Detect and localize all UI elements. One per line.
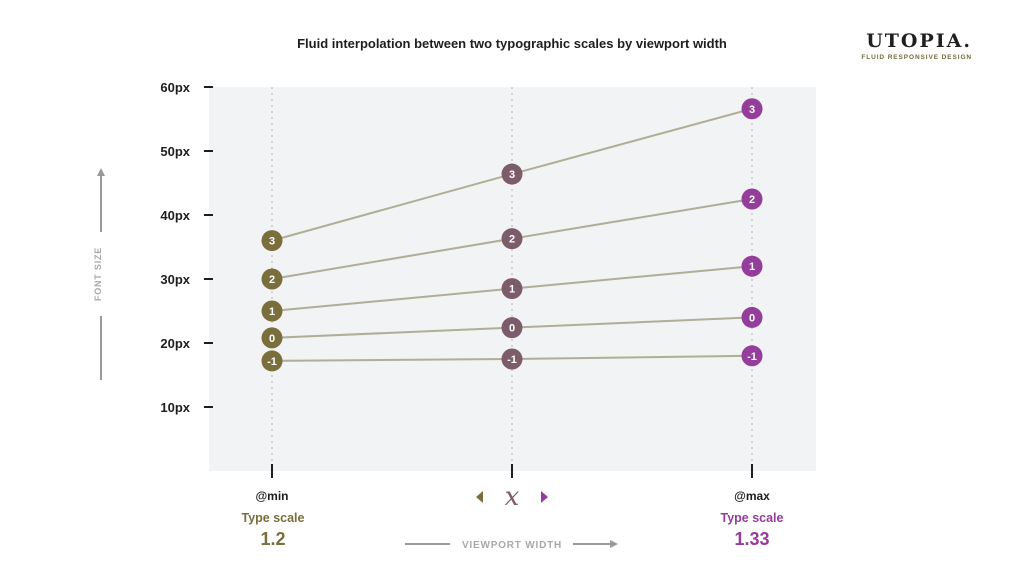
series-point-1: 1 <box>261 300 283 322</box>
series-point--1: -1 <box>501 348 523 370</box>
point-label: 3 <box>509 169 515 181</box>
min-label: @min <box>255 489 288 503</box>
y-axis-label: FONT SIZE <box>93 247 103 301</box>
max-ratio: 1.33 <box>734 529 769 549</box>
min-type-scale-label: Type scale <box>241 511 304 525</box>
series-point-3: 3 <box>501 163 523 185</box>
point-label: -1 <box>507 354 517 366</box>
point-label: 0 <box>509 323 515 335</box>
series-point-2: 2 <box>501 228 523 250</box>
series-point-0: 0 <box>741 306 763 328</box>
point-label: 0 <box>269 333 275 345</box>
y-tick-label: 40px <box>160 208 190 223</box>
x-axis-arrow <box>405 540 618 548</box>
x-axis-label: VIEWPORT WIDTH <box>462 540 562 551</box>
interp-symbol: x <box>505 482 520 512</box>
y-tick-label: 30px <box>160 272 190 287</box>
point-label: -1 <box>747 351 757 363</box>
utopia-logo: UTOPIA. FLUID RESPONSIVE DESIGN <box>861 30 972 61</box>
logo-word: UTOPIA. <box>866 30 972 52</box>
series-point-3: 3 <box>741 98 763 120</box>
point-label: 0 <box>749 312 755 324</box>
series-point--1: -1 <box>261 350 283 372</box>
point-label: 1 <box>269 306 275 318</box>
point-label: 1 <box>749 261 755 273</box>
y-tick-label: 60px <box>160 80 190 95</box>
logo-tagline: FLUID RESPONSIVE DESIGN <box>861 54 972 61</box>
y-axis-arrow <box>97 168 105 380</box>
y-tick-label: 20px <box>160 336 190 351</box>
point-label: 2 <box>269 274 275 286</box>
point-label: 2 <box>749 194 755 206</box>
max-type-scale-label: Type scale <box>720 511 783 525</box>
min-ratio: 1.2 <box>260 529 285 549</box>
series-point-2: 2 <box>741 188 763 210</box>
point-label: 3 <box>269 236 275 248</box>
point-label: -1 <box>267 356 277 368</box>
series-point-0: 0 <box>261 327 283 349</box>
decrease-arrow-icon[interactable] <box>476 491 483 503</box>
point-label: 2 <box>509 234 515 246</box>
max-label: @max <box>734 489 770 503</box>
series-point-0: 0 <box>501 317 523 339</box>
point-label: 3 <box>749 104 755 116</box>
series-point-3: 3 <box>261 230 283 252</box>
point-label: 1 <box>509 284 515 296</box>
y-tick-label: 50px <box>160 144 190 159</box>
increase-arrow-icon[interactable] <box>541 491 548 503</box>
series-point-1: 1 <box>501 278 523 300</box>
chart-title: Fluid interpolation between two typograp… <box>297 36 727 51</box>
y-tick-label: 10px <box>160 400 190 415</box>
series-point-1: 1 <box>741 255 763 277</box>
series-point--1: -1 <box>741 345 763 367</box>
series-point-2: 2 <box>261 268 283 290</box>
